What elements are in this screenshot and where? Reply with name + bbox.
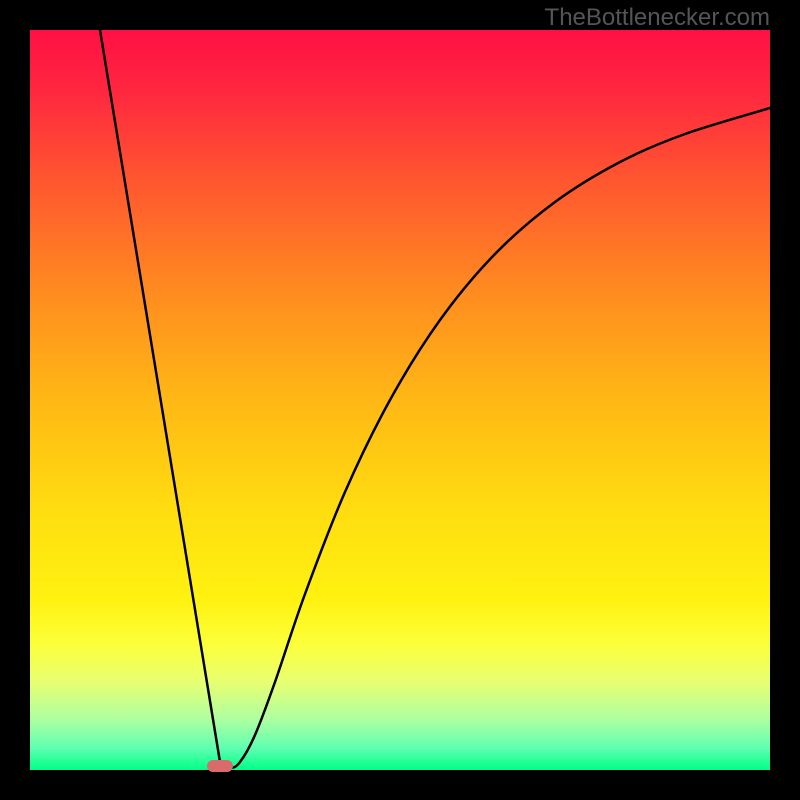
- watermark-text: TheBottlenecker.com: [545, 4, 770, 32]
- outer-frame: TheBottlenecker.com: [0, 0, 800, 800]
- plot-area: [30, 30, 770, 770]
- bottleneck-curve: [30, 30, 770, 770]
- optimal-point-marker: [207, 760, 233, 772]
